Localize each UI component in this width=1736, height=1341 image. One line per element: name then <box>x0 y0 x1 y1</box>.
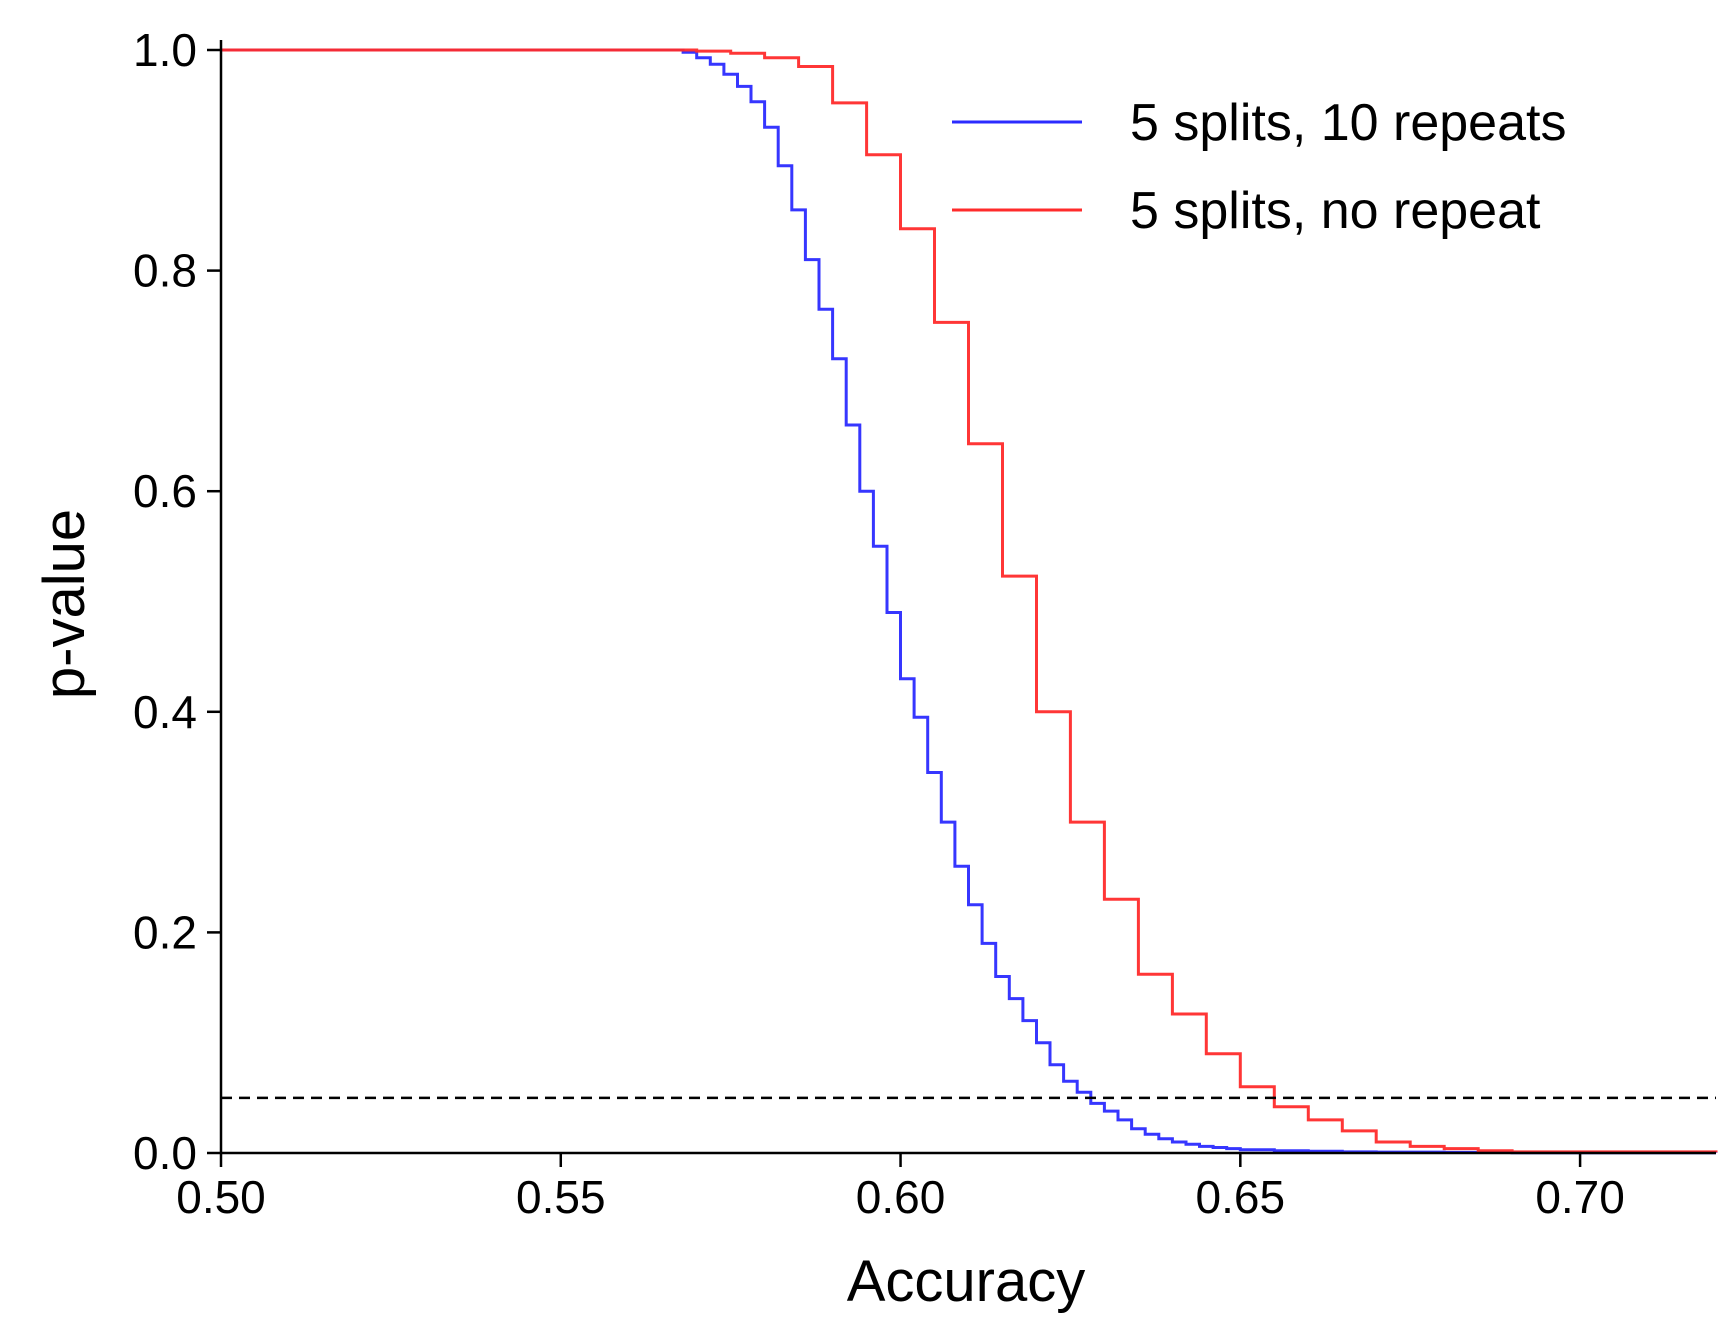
y-tick-label: 0.6 <box>133 465 197 517</box>
legend: 5 splits, 10 repeats 5 splits, no repeat <box>952 94 1566 240</box>
legend-label-repeats: 5 splits, 10 repeats <box>1130 94 1566 152</box>
series-line-repeats <box>221 48 1718 1155</box>
x-tick-label: 0.65 <box>1196 1171 1286 1223</box>
ticks: 0.50 0.55 0.60 0.65 0.70 0.0 0.2 0.4 0.6 0.8 1.0 <box>133 24 1625 1223</box>
x-axis-title: Accuracy <box>847 1249 1086 1314</box>
y-tick-label: 0.4 <box>133 686 197 738</box>
y-tick-label: 1.0 <box>133 24 197 76</box>
x-tick-label: 0.50 <box>176 1171 266 1223</box>
x-tick-label: 0.55 <box>516 1171 606 1223</box>
y-axis-title: p-value <box>32 509 97 699</box>
y-tick-label: 0.8 <box>133 245 197 297</box>
y-tick-label: 0.2 <box>133 906 197 958</box>
series-line-no-repeat <box>221 48 1718 1154</box>
plot-lines <box>221 48 1718 1155</box>
y-tick-label: 0.0 <box>133 1127 197 1179</box>
x-tick-label: 0.70 <box>1535 1171 1625 1223</box>
x-tick-label: 0.60 <box>856 1171 946 1223</box>
legend-label-no-repeat: 5 splits, no repeat <box>1130 182 1541 240</box>
axes <box>219 40 1716 1155</box>
